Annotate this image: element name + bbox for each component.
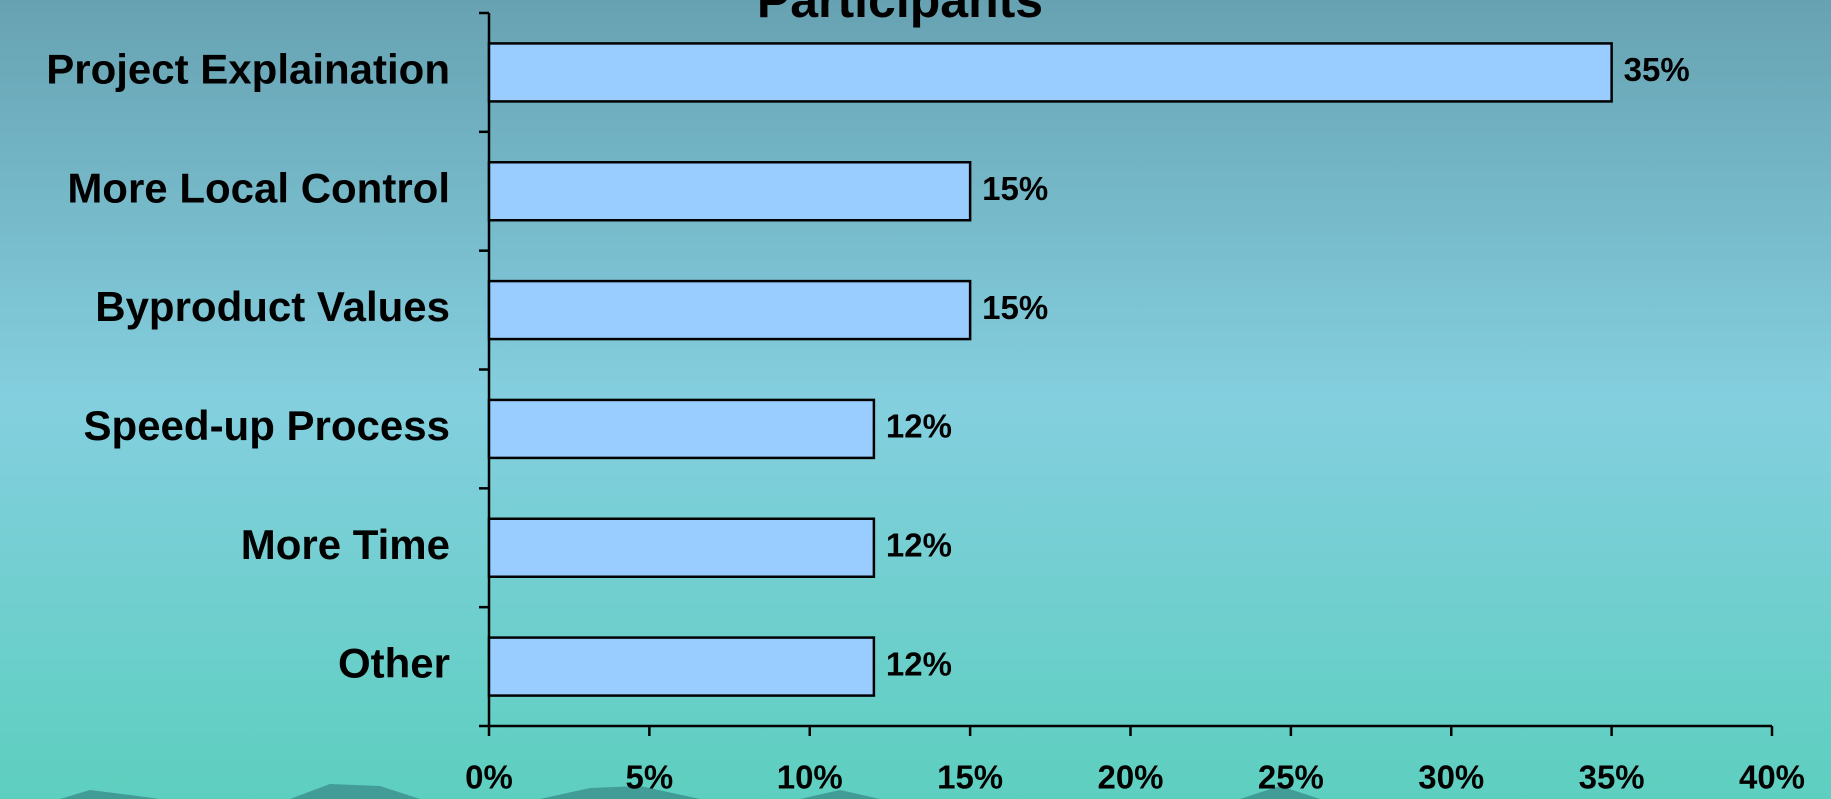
x-tick-label: 15%	[937, 759, 1003, 796]
y-tick-label: More Time	[241, 521, 450, 568]
value-label: 12%	[886, 645, 952, 682]
mountains	[60, 784, 1320, 799]
x-tick-label: 25%	[1258, 759, 1324, 796]
value-label: 35%	[1624, 51, 1690, 88]
x-tick-label: 30%	[1418, 759, 1484, 796]
value-label: 15%	[982, 170, 1048, 207]
x-tick-label: 0%	[465, 759, 513, 796]
x-tick-label: 40%	[1739, 759, 1805, 796]
x-tick-label: 20%	[1097, 759, 1163, 796]
y-tick-label: Byproduct Values	[95, 283, 450, 330]
x-tick-label: 10%	[777, 759, 843, 796]
value-label: 12%	[886, 526, 952, 563]
chart-title: Participants	[757, 0, 1043, 28]
y-tick-label: More Local Control	[67, 164, 450, 211]
y-tick-label: Project Explaination	[46, 46, 450, 93]
bar	[487, 636, 876, 697]
value-label: 15%	[982, 289, 1048, 326]
bar	[487, 161, 972, 222]
bar	[487, 279, 972, 341]
y-tick-label: Other	[338, 640, 450, 687]
x-tick-label: 35%	[1579, 759, 1645, 796]
x-tick-label: 5%	[626, 759, 674, 796]
bar	[487, 42, 1613, 103]
y-tick-label: Speed-up Process	[84, 402, 450, 449]
bar	[487, 398, 876, 460]
bar	[487, 517, 876, 578]
value-label: 12%	[886, 408, 952, 445]
